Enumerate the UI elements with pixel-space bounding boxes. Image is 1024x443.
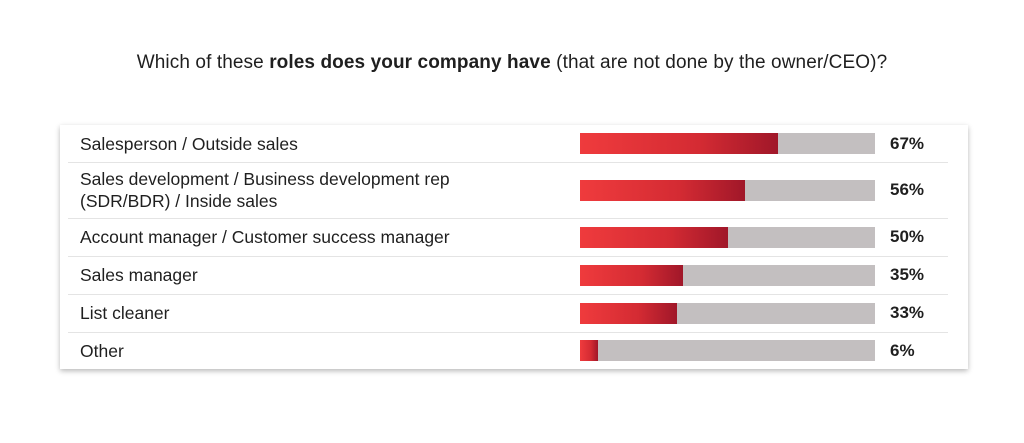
bar-track xyxy=(580,265,875,286)
bar xyxy=(580,340,598,361)
chart-title: Which of these roles does your company h… xyxy=(0,52,1024,74)
category-label: Sales manager xyxy=(80,264,198,286)
value-label: 35% xyxy=(890,265,925,284)
category-label-line: Other xyxy=(80,341,124,361)
bar-track xyxy=(580,303,875,324)
chart-row: Account manager / Customer success manag… xyxy=(60,218,968,256)
chart-row: Other 6% xyxy=(60,332,968,369)
chart-panel: Salesperson / Outside sales 67% Sales deve… xyxy=(60,125,968,369)
bar-track xyxy=(580,133,875,154)
category-label-line: List cleaner xyxy=(80,303,170,323)
chart-row: Sales manager 35% xyxy=(60,256,968,294)
category-label-line: Sales manager xyxy=(80,265,198,285)
category-label-line: (SDR/BDR) / Inside sales xyxy=(80,191,278,211)
chart-row: List cleaner 33% xyxy=(60,294,968,332)
bar-track xyxy=(580,227,875,248)
value-label: 6% xyxy=(890,341,915,360)
chart-title-part-1: Which of these xyxy=(136,52,270,73)
chart-title-part-3: (that are not done by the owner/CEO)? xyxy=(550,52,888,73)
chart-row: Salesperson / Outside sales 67% xyxy=(60,125,968,162)
category-label-line: Salesperson / Outside sales xyxy=(80,134,298,154)
category-label: Other xyxy=(80,340,124,362)
bar xyxy=(580,133,778,154)
category-label: Salesperson / Outside sales xyxy=(80,133,298,155)
category-label: List cleaner xyxy=(80,302,170,324)
value-label: 56% xyxy=(890,180,925,199)
value-label: 67% xyxy=(890,134,925,153)
value-label: 50% xyxy=(890,227,925,246)
chart-title-part-2: roles does your company have xyxy=(269,52,551,73)
category-label-line: Account manager / Customer success manag… xyxy=(80,227,450,247)
category-label-line: Sales development / Business development… xyxy=(80,169,450,189)
chart-row: Sales development / Business development… xyxy=(60,162,968,218)
bar xyxy=(580,265,683,286)
row-divider xyxy=(68,332,948,333)
bar xyxy=(580,227,728,248)
row-divider xyxy=(68,218,948,219)
row-divider xyxy=(68,294,948,295)
bar-track xyxy=(580,340,875,361)
category-label: Sales development / Business development… xyxy=(80,168,450,212)
row-divider xyxy=(68,256,948,257)
row-divider xyxy=(68,162,948,163)
bar xyxy=(580,180,745,201)
bar xyxy=(580,303,677,324)
category-label: Account manager / Customer success manag… xyxy=(80,226,450,248)
bar-track xyxy=(580,180,875,201)
value-label: 33% xyxy=(890,303,925,322)
